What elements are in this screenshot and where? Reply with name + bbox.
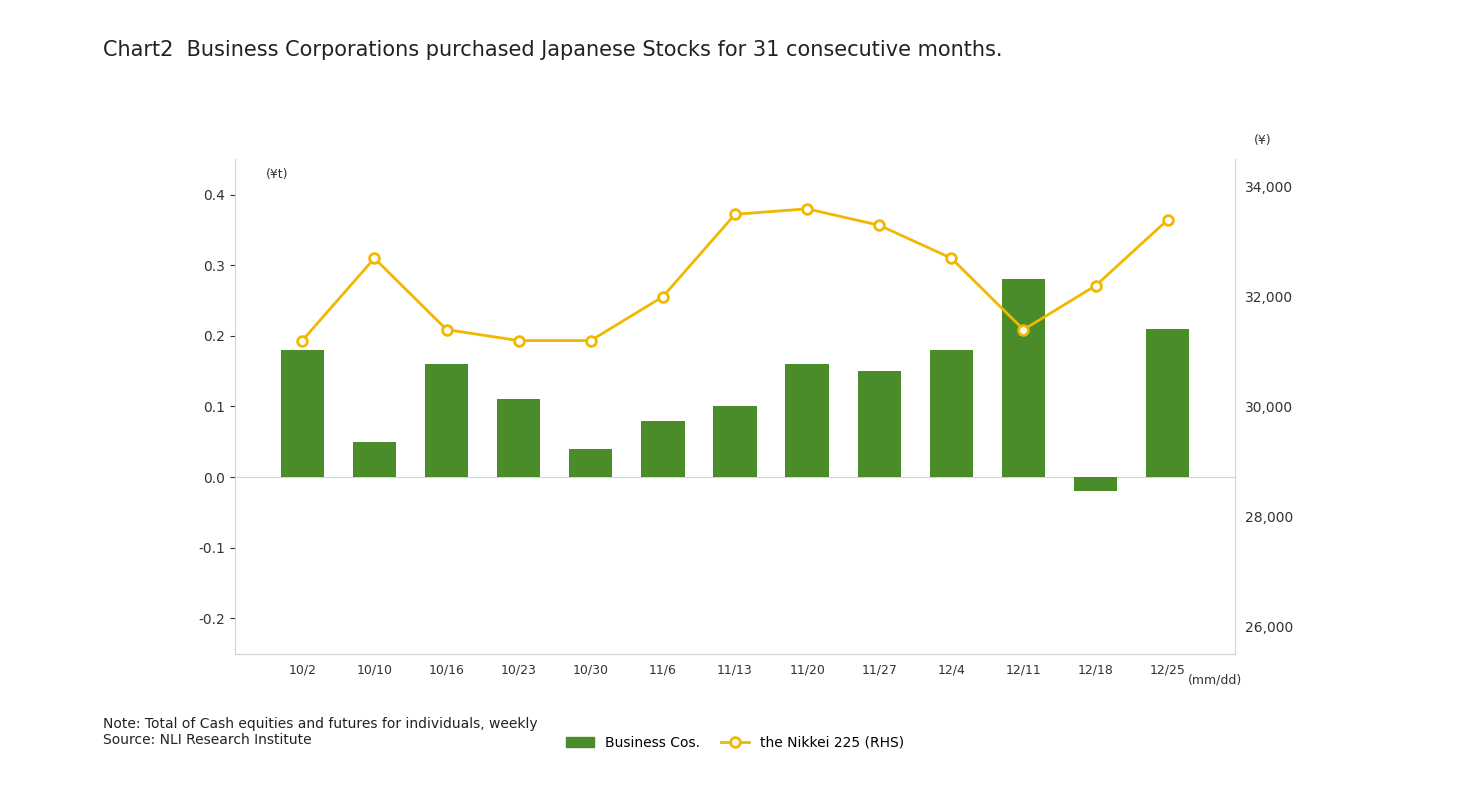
Bar bbox=[713, 406, 757, 477]
Bar bbox=[785, 364, 829, 477]
Bar bbox=[425, 364, 467, 477]
Text: (mm/dd): (mm/dd) bbox=[1188, 673, 1242, 686]
Text: Chart2  Business Corporations purchased Japanese Stocks for 31 consecutive month: Chart2 Business Corporations purchased J… bbox=[103, 40, 1003, 60]
Bar bbox=[641, 421, 685, 477]
Bar bbox=[281, 350, 323, 477]
Bar bbox=[1003, 280, 1045, 477]
Text: (¥t): (¥t) bbox=[266, 167, 288, 181]
Bar bbox=[1075, 477, 1117, 491]
Bar bbox=[497, 399, 541, 477]
Bar bbox=[569, 449, 613, 477]
Bar bbox=[353, 442, 395, 477]
Text: Note: Total of Cash equities and futures for individuals, weekly
Source: NLI Res: Note: Total of Cash equities and futures… bbox=[103, 717, 538, 748]
Bar bbox=[857, 371, 901, 477]
Bar bbox=[929, 350, 973, 477]
Bar bbox=[1147, 329, 1189, 477]
Legend: Business Cos., the Nikkei 225 (RHS): Business Cos., the Nikkei 225 (RHS) bbox=[560, 730, 910, 756]
Text: (¥): (¥) bbox=[1254, 135, 1272, 147]
